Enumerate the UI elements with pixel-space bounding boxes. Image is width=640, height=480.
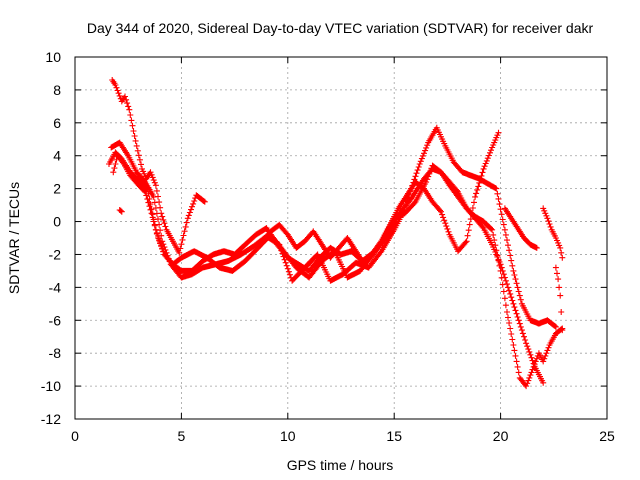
y-tick-label: 4 bbox=[53, 148, 61, 164]
y-tick-label: 8 bbox=[53, 82, 61, 98]
y-tick-labels: -12 -10 -8 -6 -4 -2 0 2 4 6 8 10 bbox=[41, 49, 61, 427]
x-tick-label: 10 bbox=[280, 428, 296, 444]
axis-ticks bbox=[74, 56, 608, 420]
y-tick-label: 10 bbox=[45, 49, 61, 65]
data-point-markers bbox=[552, 264, 566, 334]
x-tick-label: 5 bbox=[178, 428, 186, 444]
series-track-h bbox=[501, 205, 540, 251]
y-tick-label: -2 bbox=[49, 246, 62, 262]
data-series bbox=[106, 77, 566, 390]
y-tick-label: -12 bbox=[41, 411, 61, 427]
series-track-f bbox=[116, 207, 125, 215]
y-axis-label: SDTVAR / TECUs bbox=[6, 182, 22, 294]
y-tick-label: -8 bbox=[49, 345, 62, 361]
data-point-markers bbox=[110, 152, 547, 386]
data-point-markers bbox=[540, 205, 566, 261]
x-axis-label: GPS time / hours bbox=[287, 457, 394, 473]
y-tick-label: -6 bbox=[49, 312, 62, 328]
series-track-g bbox=[540, 205, 566, 261]
y-tick-label: -10 bbox=[41, 378, 61, 394]
plot-frame bbox=[74, 56, 608, 420]
y-tick-label: -4 bbox=[49, 279, 62, 295]
y-tick-label: 6 bbox=[53, 115, 61, 131]
series-track-c bbox=[108, 124, 559, 330]
grid-lines bbox=[75, 57, 607, 419]
data-point-markers bbox=[501, 205, 540, 251]
y-tick-label: 2 bbox=[53, 181, 61, 197]
chart-title: Day 344 of 2020, Sidereal Day-to-day VTE… bbox=[87, 20, 594, 36]
x-tick-label: 0 bbox=[71, 428, 79, 444]
x-tick-labels: 0 5 10 15 20 25 bbox=[71, 428, 615, 444]
x-tick-label: 25 bbox=[599, 428, 615, 444]
data-point-markers bbox=[259, 129, 502, 268]
x-tick-label: 20 bbox=[493, 428, 509, 444]
y-tick-label: 0 bbox=[53, 214, 61, 230]
series-track-d bbox=[109, 77, 208, 256]
x-tick-label: 15 bbox=[386, 428, 402, 444]
data-point-markers bbox=[116, 207, 125, 215]
data-point-markers bbox=[109, 77, 208, 256]
series-track-i bbox=[552, 264, 566, 334]
series-track-b bbox=[110, 152, 547, 386]
series-track-e bbox=[259, 129, 502, 268]
data-point-markers bbox=[108, 124, 559, 330]
